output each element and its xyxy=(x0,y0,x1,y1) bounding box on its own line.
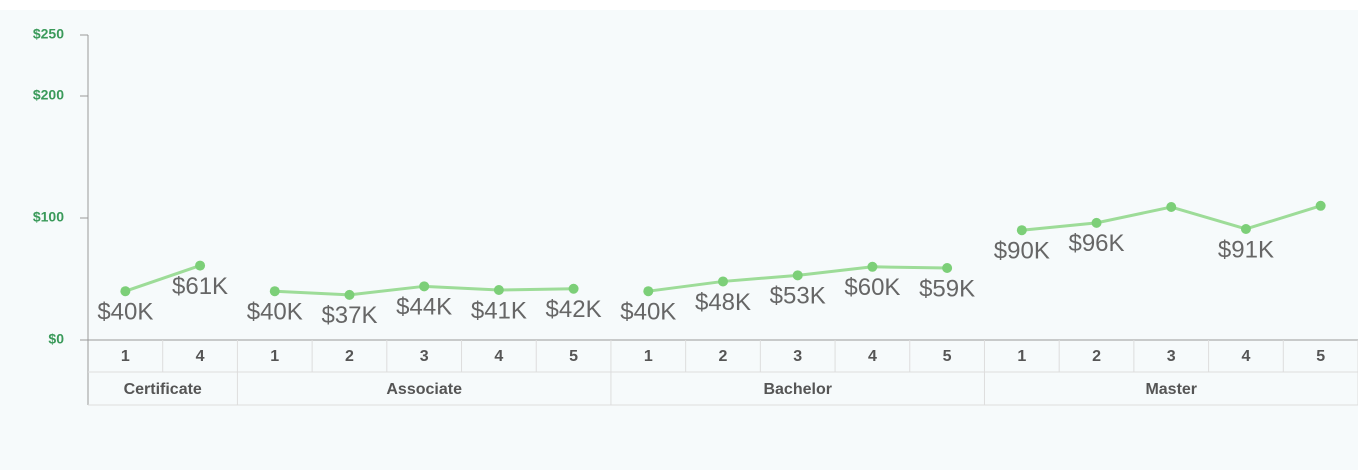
value-label: $40K xyxy=(247,299,303,326)
point xyxy=(269,286,280,297)
x-tick-label: 5 xyxy=(1316,348,1325,365)
value-label: $40K xyxy=(620,299,676,326)
y-tick-label: $100 xyxy=(33,209,64,225)
point xyxy=(718,276,728,287)
group-label: Associate xyxy=(386,381,462,398)
point xyxy=(344,289,355,300)
point xyxy=(942,263,953,274)
group-label: Bachelor xyxy=(763,381,831,398)
value-label: $61K xyxy=(172,273,228,300)
x-tick-label: 4 xyxy=(1241,348,1250,365)
value-label: $91K xyxy=(1218,236,1274,263)
x-tick-label: 5 xyxy=(943,348,952,365)
group-label: Master xyxy=(1145,381,1197,398)
value-label: $37K xyxy=(321,302,377,329)
x-tick-label: 2 xyxy=(345,348,354,365)
point xyxy=(568,283,579,294)
line xyxy=(124,264,201,293)
point xyxy=(1240,223,1251,234)
point xyxy=(792,270,803,281)
x-tick-label: 2 xyxy=(719,348,728,365)
x-tick-label: 3 xyxy=(1167,348,1176,365)
value-label: $40K xyxy=(97,299,153,326)
value-label: $42K xyxy=(546,296,602,323)
x-tick-label: 1 xyxy=(1017,348,1026,365)
x-tick-label: 1 xyxy=(270,348,279,365)
point xyxy=(120,286,131,297)
value-label: $41K xyxy=(471,297,527,324)
point xyxy=(867,261,878,272)
x-tick-label: 4 xyxy=(196,348,205,365)
x-tick-label: 1 xyxy=(644,348,653,365)
x-tick-label: 1 xyxy=(121,348,130,365)
x-tick-label: 5 xyxy=(569,348,578,365)
y-tick-label: $250 xyxy=(33,26,64,42)
y-tick-label: $200 xyxy=(33,87,64,103)
x-tick-label: 3 xyxy=(420,348,429,365)
point xyxy=(195,260,206,271)
point xyxy=(1315,200,1326,211)
value-label: $60K xyxy=(844,274,900,301)
point xyxy=(643,286,654,297)
value-label: $96K xyxy=(1068,230,1124,257)
point xyxy=(419,281,430,292)
y-tick-label: $0 xyxy=(48,331,64,347)
x-tick-label: 4 xyxy=(868,348,877,365)
point xyxy=(1091,217,1102,228)
point xyxy=(493,284,504,295)
x-tick-label: 3 xyxy=(793,348,802,365)
value-label: $53K xyxy=(770,283,826,310)
value-label: $44K xyxy=(396,294,452,321)
x-tick-label: 2 xyxy=(1092,348,1101,365)
x-tick-label: 4 xyxy=(494,348,503,365)
point xyxy=(1166,202,1177,213)
value-label: $59K xyxy=(919,275,975,302)
value-label: $48K xyxy=(695,289,751,316)
value-label: $90K xyxy=(994,238,1050,265)
point xyxy=(1016,225,1027,236)
group-label: Certificate xyxy=(124,381,202,398)
background xyxy=(0,10,1358,470)
